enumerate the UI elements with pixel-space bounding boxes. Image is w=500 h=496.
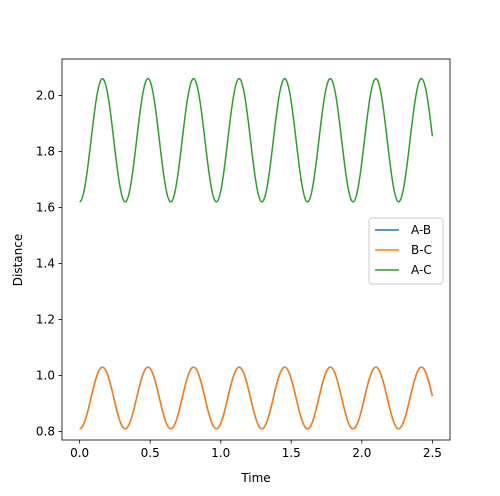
legend-box xyxy=(368,217,444,285)
x-axis: 0.0 0.5 1.0 1.5 2.0 2.5 xyxy=(70,440,442,460)
y-tick-label: 1.6 xyxy=(36,200,55,214)
legend-label-b-c: B-C xyxy=(411,243,432,257)
series-line-a-c xyxy=(79,77,434,203)
y-tick-label: 1.4 xyxy=(36,257,55,271)
legend: A-B B-C A-C xyxy=(368,217,444,285)
legend-label-a-c: A-C xyxy=(411,263,432,277)
y-tick-label: 1.8 xyxy=(36,144,55,158)
y-tick-label: 0.8 xyxy=(36,425,55,439)
x-tick-label: 2.5 xyxy=(423,446,442,460)
x-tick-label: 0.0 xyxy=(70,446,89,460)
x-tick-label: 1.5 xyxy=(282,446,301,460)
plot-area xyxy=(61,58,451,441)
x-tick-label: 2.0 xyxy=(352,446,371,460)
x-axis-label: Time xyxy=(240,471,270,485)
y-tick-label: 2.0 xyxy=(36,88,55,102)
axes-frame xyxy=(61,58,451,441)
y-axis-label: Distance xyxy=(11,234,25,286)
y-axis: 0.8 1.0 1.2 1.4 1.6 1.8 2.0 xyxy=(36,88,62,439)
y-tick-label: 1.0 xyxy=(36,369,55,383)
y-tick-label: 1.2 xyxy=(36,313,55,327)
x-tick-label: 0.5 xyxy=(141,446,160,460)
series-line-b-c xyxy=(79,366,434,430)
x-tick-label: 1.0 xyxy=(211,446,230,460)
legend-label-a-b: A-B xyxy=(411,223,431,237)
